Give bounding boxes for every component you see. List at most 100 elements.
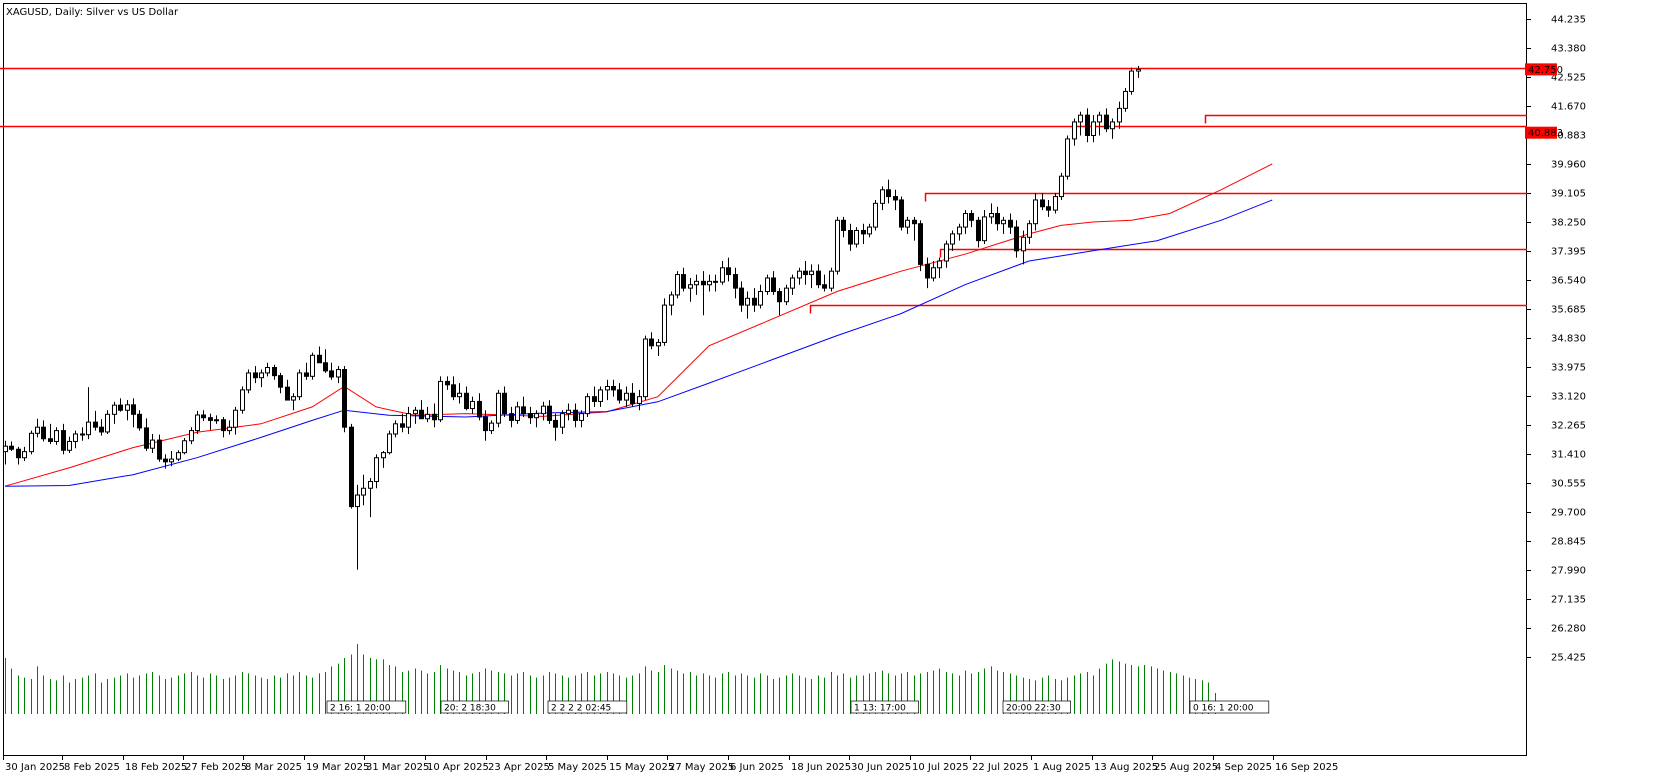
candle-body (893, 196, 898, 201)
candle (969, 210, 974, 228)
candle-body (201, 414, 206, 419)
candle (457, 383, 462, 404)
candle-body (374, 457, 379, 482)
candle-body (169, 458, 174, 463)
candle-body (413, 409, 418, 415)
candle (201, 410, 206, 422)
candle (630, 383, 635, 407)
y-tick-label: 31.410 (1551, 450, 1586, 461)
candle (22, 446, 27, 462)
candle-body (976, 219, 981, 242)
y-tick-label: 38.250 (1551, 218, 1586, 229)
candle-body (285, 386, 290, 401)
y-tick-label: 36.540 (1551, 276, 1586, 287)
candle-body (541, 405, 546, 415)
candle (54, 427, 59, 445)
candle (304, 362, 309, 380)
candle-body (227, 426, 232, 432)
candle (432, 403, 437, 428)
candle-body (22, 451, 27, 459)
x-tick-label: 13 Aug 2025 (1094, 762, 1158, 773)
candle (35, 418, 40, 438)
candle-body (521, 406, 526, 415)
candle (233, 406, 238, 435)
candle (1129, 67, 1134, 95)
candle (688, 277, 693, 302)
price-tag-box (1525, 63, 1557, 76)
candle-body (73, 433, 78, 442)
candle (765, 274, 770, 295)
candle-body (182, 440, 187, 454)
candle (489, 420, 494, 434)
candle (905, 216, 910, 234)
candle-body (477, 400, 482, 418)
candle-body (304, 372, 309, 377)
candle-body (957, 226, 962, 235)
candle (240, 386, 245, 414)
candle (3, 440, 8, 465)
y-tick-label: 42.525 (1551, 73, 1586, 84)
candle-body (611, 386, 616, 391)
candle (624, 386, 629, 407)
candle-body (419, 409, 424, 420)
candle-body (752, 297, 757, 306)
x-tick-label: 4 Sep 2025 (1215, 762, 1272, 773)
y-tick-label: 37.395 (1551, 247, 1586, 258)
candle-body (515, 406, 520, 421)
candle-body (1021, 236, 1026, 252)
candle-body (54, 430, 59, 442)
candle-body (329, 370, 334, 378)
candle-body (112, 404, 117, 415)
candle-body (9, 445, 14, 450)
candle-body (1097, 114, 1102, 123)
candle (803, 261, 808, 285)
session-tag-box (326, 700, 407, 714)
x-tick-label: 8 Feb 2025 (64, 762, 120, 773)
candle-body (784, 287, 789, 303)
candle-body (790, 277, 795, 289)
candle-body (918, 223, 923, 265)
candle (477, 393, 482, 421)
candle-body (118, 404, 123, 411)
candle-body (361, 487, 366, 496)
candle (809, 264, 814, 289)
y-tick-label: 34.830 (1551, 334, 1586, 345)
x-tick-label: 30 Jun 2025 (851, 762, 911, 773)
x-tick-label: 10 Apr 2025 (427, 762, 489, 773)
candle-body (566, 409, 571, 415)
x-tick-label: 27 Feb 2025 (185, 762, 247, 773)
candle-body (656, 341, 661, 347)
y-tick-label: 30.555 (1551, 479, 1586, 490)
candle-body (41, 426, 46, 440)
candle-body (886, 189, 891, 198)
candle (675, 271, 680, 299)
candle-body (496, 392, 501, 424)
candle (944, 240, 949, 268)
plot-frame (3, 3, 1527, 756)
candle-body (131, 404, 136, 415)
candle-body (189, 430, 194, 442)
candle (681, 267, 686, 292)
candle-body (534, 413, 539, 419)
candle-body (1040, 199, 1045, 208)
candle-body (963, 213, 968, 228)
candle-body (253, 372, 258, 379)
candle (323, 349, 328, 373)
candle-body (605, 386, 610, 391)
candle (112, 401, 117, 424)
candle (157, 434, 162, 462)
candle (169, 450, 174, 467)
horizontal-levels[interactable] (0, 67, 1527, 314)
candle-body (1136, 68, 1141, 72)
candle-body (195, 414, 200, 432)
candle (893, 189, 898, 211)
candle-body (739, 287, 744, 306)
candle-body (67, 440, 72, 451)
candle (419, 400, 424, 420)
candle (976, 216, 981, 248)
candle (355, 484, 360, 570)
y-tick-label: 43.380 (1551, 44, 1586, 55)
